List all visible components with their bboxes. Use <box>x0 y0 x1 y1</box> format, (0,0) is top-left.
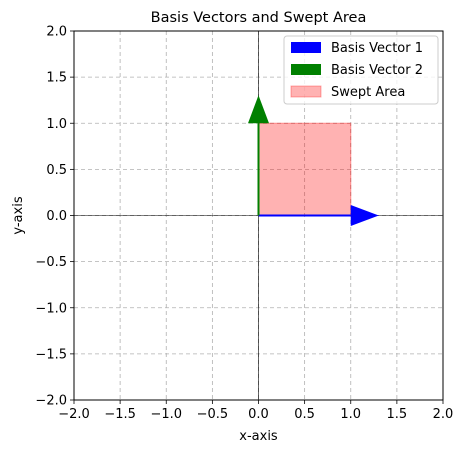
y-tick-label-1: −1.5 <box>35 347 67 362</box>
vector-1-head <box>350 205 379 226</box>
x-tick-label-4: 0.0 <box>248 407 269 422</box>
legend: Basis Vector 1 Basis Vector 2 Swept Area <box>283 35 439 105</box>
y-tick-label-5: 0.5 <box>46 163 67 178</box>
legend-box <box>283 35 439 105</box>
x-tick-label-3: −0.5 <box>197 407 229 422</box>
y-tick-label-0: −2.0 <box>35 394 67 409</box>
vector-layer <box>248 95 379 226</box>
legend-swatch-swept-area <box>290 85 322 98</box>
y-tick-label-2: −1.0 <box>35 301 67 316</box>
vector-1 <box>258 205 379 226</box>
x-tick-label-6: 1.0 <box>340 407 361 422</box>
legend-label-swept-area: Swept Area <box>331 85 405 100</box>
chart-title: Basis Vectors and Swept Area <box>151 10 367 26</box>
x-tick-label-5: 0.5 <box>294 407 315 422</box>
vector-2-head <box>248 95 269 124</box>
y-axis-label: y-axis <box>11 196 26 234</box>
legend-swatch-basis-vector-1 <box>291 42 321 53</box>
legend-label-basis-vector-2: Basis Vector 2 <box>331 63 423 78</box>
legend-swatch-basis-vector-2 <box>291 64 321 75</box>
x-axis-label: x-axis <box>239 429 278 444</box>
legend-label-basis-vector-1: Basis Vector 1 <box>331 41 423 56</box>
x-tick-label-2: −1.0 <box>150 407 182 422</box>
x-tick-label-0: −2.0 <box>58 407 90 422</box>
y-tick-label-7: 1.5 <box>46 71 67 86</box>
y-tick-label-3: −0.5 <box>35 255 67 270</box>
area-layer <box>257 122 352 217</box>
y-ticks: −2.0 −1.5 −1.0 −0.5 0.0 0.5 1.0 1.5 2.0 <box>35 25 74 409</box>
swept-area <box>257 122 352 217</box>
y-tick-label-6: 1.0 <box>46 117 67 132</box>
x-ticks: −2.0 −1.5 −1.0 −0.5 0.0 0.5 1.0 1.5 2.0 <box>58 400 453 422</box>
x-tick-label-1: −1.5 <box>104 407 136 422</box>
vector-2 <box>248 95 269 216</box>
x-tick-label-7: 1.5 <box>387 407 408 422</box>
y-tick-label-4: 0.0 <box>46 209 67 224</box>
x-tick-label-8: 2.0 <box>433 407 454 422</box>
y-tick-label-8: 2.0 <box>46 25 67 40</box>
